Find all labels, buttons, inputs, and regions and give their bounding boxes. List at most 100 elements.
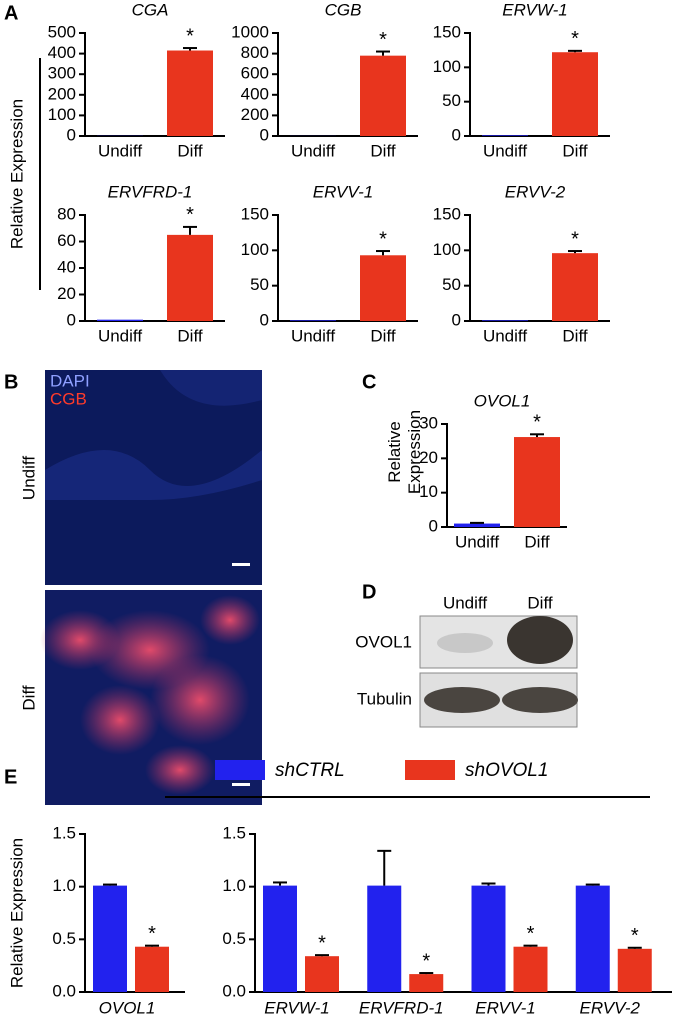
bar: [552, 253, 598, 321]
bar: [482, 135, 528, 136]
significance: *: [422, 950, 430, 972]
bar: [305, 956, 339, 992]
x-tick-label: Undiff: [291, 326, 335, 345]
panel-label: A: [4, 2, 18, 24]
bar: [360, 255, 406, 321]
y-tick-label: 100: [241, 240, 269, 259]
bar: [135, 946, 169, 992]
chart-title: CGA: [132, 0, 169, 19]
y-tick-label: 150: [433, 22, 461, 41]
y-tick-label: 0.5: [222, 929, 246, 948]
x-tick-label: Undiff: [483, 326, 527, 345]
stain-legend: DAPI: [50, 371, 90, 390]
lane-label: Undiff: [443, 593, 487, 612]
bar: [514, 437, 560, 527]
bar: [575, 885, 610, 992]
y-tick-label: 400: [241, 84, 269, 103]
y-tick-label: 10: [419, 482, 438, 501]
y-tick-label: 0.0: [52, 981, 76, 1000]
legend-swatch: [405, 760, 455, 780]
panel-label: E: [4, 766, 17, 788]
y-tick-label: 100: [433, 240, 461, 259]
y-tick-label: 30: [419, 413, 438, 432]
chart-title: ERVV-1: [313, 182, 373, 201]
significance: *: [318, 932, 326, 954]
y-tick-label: 50: [442, 275, 461, 294]
y-tick-label: 0.5: [52, 929, 76, 948]
x-tick-label: Diff: [524, 532, 549, 551]
bar: [617, 948, 652, 992]
panel-label: C: [362, 371, 376, 393]
y-tick-label: 300: [48, 64, 76, 83]
y-axis-label: Relative Expression: [7, 838, 26, 988]
x-tick-label: Diff: [370, 141, 395, 160]
chart-title: OVOL1: [474, 391, 531, 410]
y-tick-label: 0: [452, 125, 461, 144]
bar: [360, 55, 406, 136]
y-tick-label: 1.5: [52, 823, 76, 842]
y-tick-label: 150: [241, 204, 269, 223]
bar: [97, 319, 143, 321]
y-tick-label: 80: [57, 204, 76, 223]
y-tick-label: 20: [419, 448, 438, 467]
y-tick-label: 50: [442, 91, 461, 110]
bar: [167, 50, 213, 137]
x-tick-label: ERVV-2: [580, 998, 641, 1017]
western-blot: [419, 615, 578, 728]
y-tick-label: 150: [433, 204, 461, 223]
significance: *: [379, 228, 387, 250]
x-tick-label: Diff: [177, 141, 202, 160]
y-tick-label: 0: [260, 125, 269, 144]
y-tick-label: 600: [241, 64, 269, 83]
y-tick-label: 1.5: [222, 823, 246, 842]
y-tick-label: 200: [241, 105, 269, 124]
x-tick-label: Undiff: [291, 141, 335, 160]
bar: [482, 320, 528, 321]
bar: [409, 974, 444, 992]
bar: [167, 234, 213, 321]
significance: *: [186, 25, 194, 47]
y-tick-label: 1000: [231, 22, 269, 41]
x-tick-label: Undiff: [483, 141, 527, 160]
y-tick-label: 1.0: [222, 876, 246, 895]
bar: [367, 885, 402, 992]
bar: [290, 320, 336, 321]
x-tick-label: ERVV-1: [475, 998, 535, 1017]
x-tick-label: Diff: [562, 141, 587, 160]
legend-label: shOVOL1: [465, 760, 548, 781]
bar: [93, 885, 127, 992]
x-tick-label: Undiff: [455, 532, 499, 551]
y-tick-label: 0: [429, 516, 438, 535]
band-label: OVOL1: [355, 632, 412, 651]
y-axis-label: Relative Expression: [7, 99, 26, 249]
bar: [471, 885, 506, 992]
significance: *: [571, 228, 579, 250]
bar: [454, 523, 500, 527]
bar: [513, 946, 548, 992]
y-tick-label: 200: [48, 84, 76, 103]
x-tick-label: Undiff: [98, 326, 142, 345]
stain-legend: CGB: [50, 389, 87, 408]
x-tick-label: Diff: [370, 326, 395, 345]
bar: [552, 52, 598, 136]
significance: *: [631, 925, 639, 947]
y-tick-label: 0: [452, 310, 461, 329]
y-tick-label: 0: [67, 310, 76, 329]
row-label: Diff: [19, 685, 38, 710]
band-label: Tubulin: [357, 689, 412, 708]
legend-swatch: [215, 760, 265, 780]
chart-title: ERVV-2: [505, 182, 566, 201]
micrograph-undiff: [45, 370, 262, 585]
y-tick-label: 40: [57, 257, 76, 276]
significance: *: [533, 412, 541, 434]
y-tick-label: 20: [57, 284, 76, 303]
y-tick-label: 0: [67, 125, 76, 144]
x-tick-label: Undiff: [98, 141, 142, 160]
y-tick-label: 400: [48, 43, 76, 62]
panel-label: D: [362, 581, 376, 603]
significance: *: [527, 923, 535, 945]
chart-title: ERVFRD-1: [108, 182, 193, 201]
x-tick-label: OVOL1: [99, 998, 156, 1017]
